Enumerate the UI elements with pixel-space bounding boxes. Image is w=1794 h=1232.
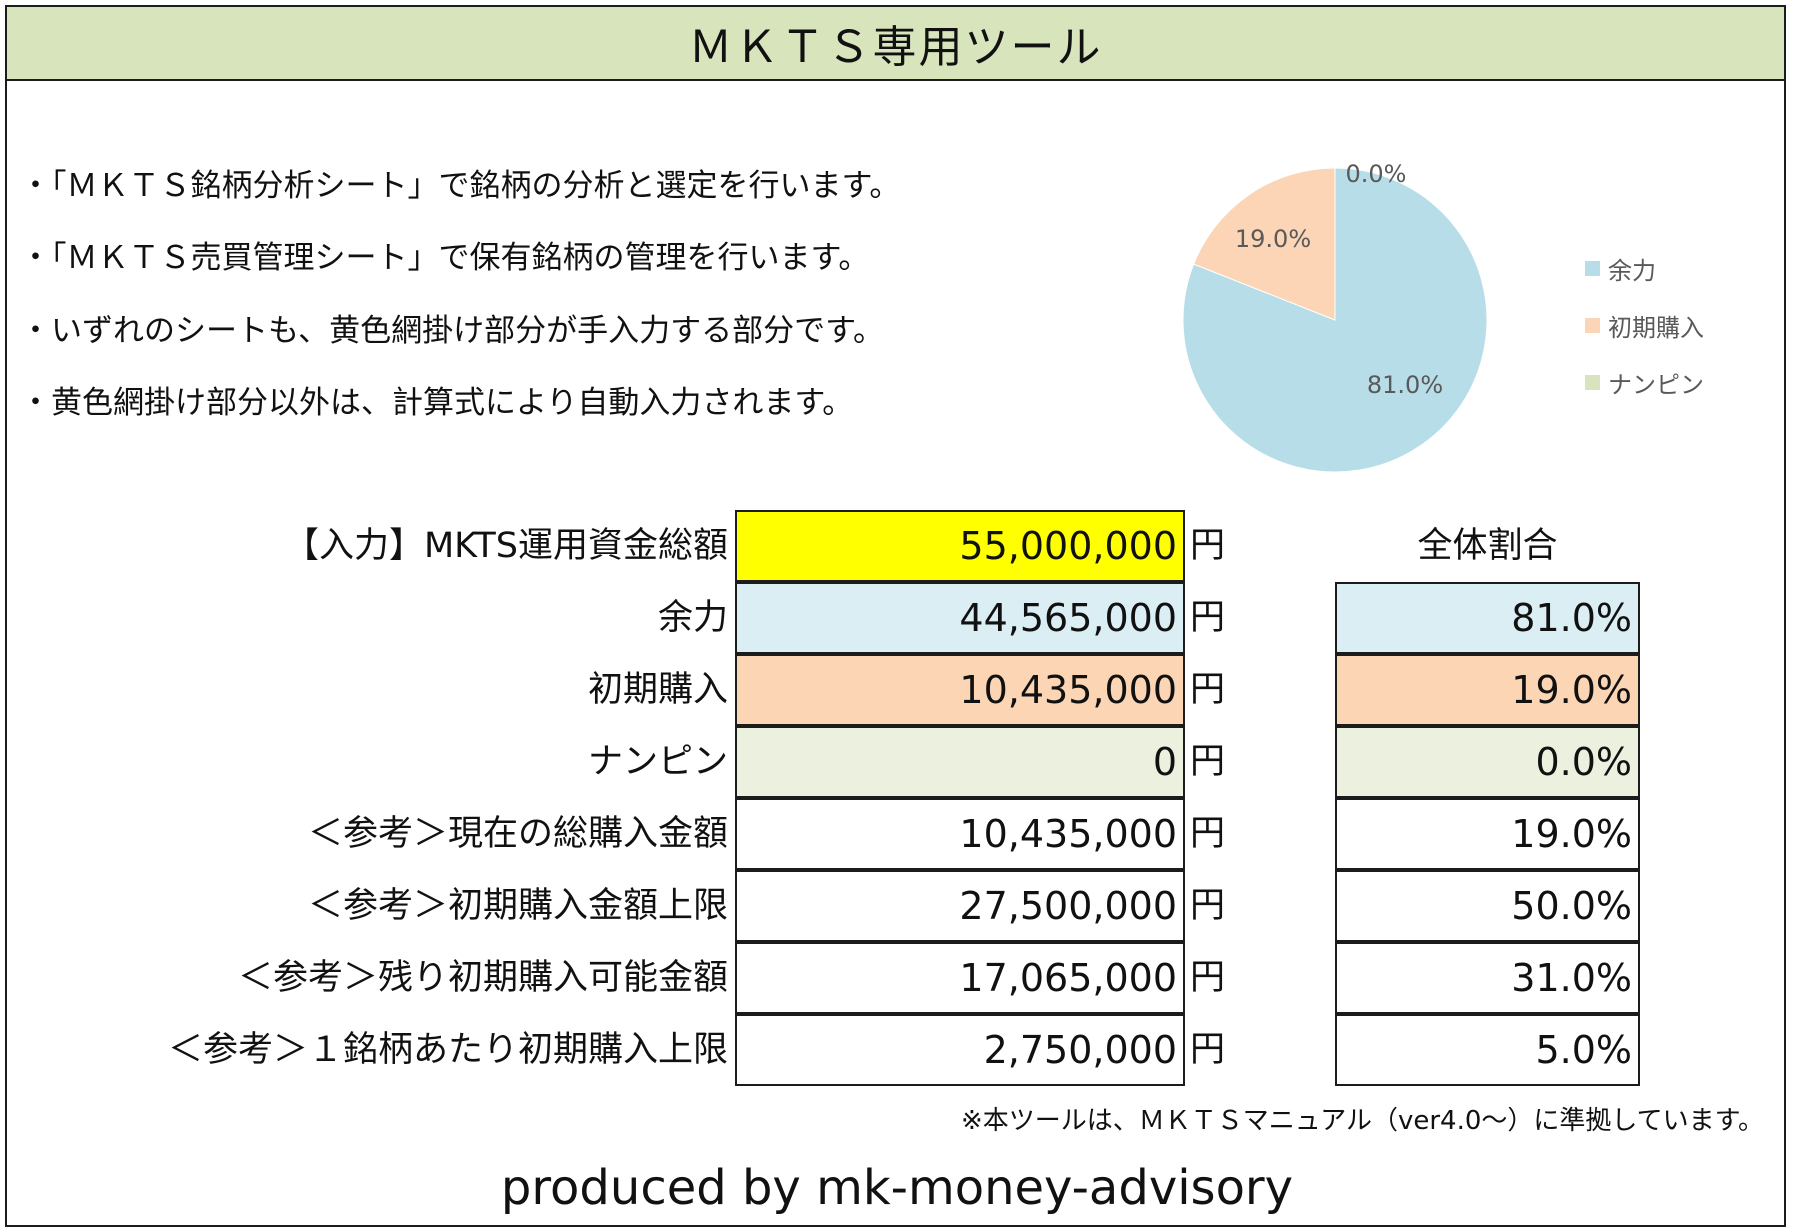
yoryoku-pct-cell[interactable]: 81.0% bbox=[1335, 582, 1640, 654]
legend-label: 余力 bbox=[1608, 257, 1656, 285]
yen-unit: 円 bbox=[1190, 958, 1226, 998]
remaining-amount-cell[interactable]: 17,065,000 bbox=[735, 942, 1185, 1014]
row-label-yoryoku: 余力 bbox=[657, 598, 728, 638]
chart-legend: 余力 初期購入 ナンピン bbox=[1585, 240, 1704, 411]
yen-unit: 円 bbox=[1190, 670, 1226, 710]
yen-unit: 円 bbox=[1190, 598, 1226, 638]
row-label-current-total: ＜参考＞現在の総購入金額 bbox=[307, 814, 728, 854]
legend-swatch bbox=[1585, 318, 1600, 333]
legend-item-shoki: 初期購入 bbox=[1585, 297, 1704, 354]
yoryoku-amount-cell[interactable]: 44,565,000 bbox=[735, 582, 1185, 654]
producer-credit: produced by mk-money-advisory bbox=[500, 1160, 1294, 1216]
legend-item-yoryoku: 余力 bbox=[1585, 240, 1704, 297]
row-label-nanpin: ナンピン bbox=[587, 742, 728, 782]
legend-swatch bbox=[1585, 375, 1600, 390]
row-label-shoki-limit: ＜参考＞初期購入金額上限 bbox=[307, 886, 728, 926]
per-stock-limit-amount-cell[interactable]: 2,750,000 bbox=[735, 1014, 1185, 1086]
shoki-limit-pct-cell[interactable]: 50.0% bbox=[1335, 870, 1640, 942]
pie-data-label-0: 81.0% bbox=[1367, 371, 1443, 399]
page-title: ＭＫＴＳ専用ツール bbox=[7, 7, 1784, 81]
shoki-pct-cell[interactable]: 19.0% bbox=[1335, 654, 1640, 726]
row-label-remaining: ＜参考＞残り初期購入可能金額 bbox=[237, 958, 728, 998]
shoki-limit-amount-cell[interactable]: 27,500,000 bbox=[735, 870, 1185, 942]
row-label-shoki: 初期購入 bbox=[587, 670, 728, 710]
legend-label: 初期購入 bbox=[1608, 314, 1704, 342]
nanpin-pct-cell[interactable]: 0.0% bbox=[1335, 726, 1640, 798]
instruction-note-1: ・「ＭＫＴＳ銘柄分析シート」で銘柄の分析と選定を行います。 bbox=[20, 168, 901, 204]
legend-item-nanpin: ナンピン bbox=[1585, 354, 1704, 411]
instruction-note-2: ・「ＭＫＴＳ売買管理シート」で保有銘柄の管理を行います。 bbox=[20, 240, 870, 276]
nanpin-amount-cell[interactable]: 0 bbox=[735, 726, 1185, 798]
per-stock-limit-pct-cell[interactable]: 5.0% bbox=[1335, 1014, 1640, 1086]
allocation-pie-chart: 81.0% 19.0% 0.0% bbox=[1175, 160, 1495, 480]
current-total-amount-cell[interactable]: 10,435,000 bbox=[735, 798, 1185, 870]
instruction-note-4: ・黄色網掛け部分以外は、計算式により自動入力されます。 bbox=[20, 385, 854, 421]
pct-column-header: 全体割合 bbox=[1417, 526, 1558, 566]
yen-unit: 円 bbox=[1190, 814, 1226, 854]
row-label-total-capital: 【入力】MKTS運用資金総額 bbox=[283, 526, 728, 566]
shoki-amount-cell[interactable]: 10,435,000 bbox=[735, 654, 1185, 726]
legend-swatch bbox=[1585, 261, 1600, 276]
legend-label: ナンピン bbox=[1608, 371, 1704, 399]
remaining-pct-cell[interactable]: 31.0% bbox=[1335, 942, 1640, 1014]
total-capital-input[interactable]: 55,000,000 bbox=[735, 510, 1185, 582]
yen-unit: 円 bbox=[1190, 526, 1226, 566]
yen-unit: 円 bbox=[1190, 742, 1226, 782]
yen-unit: 円 bbox=[1190, 1030, 1226, 1070]
row-label-per-stock-limit: ＜参考＞１銘柄あたり初期購入上限 bbox=[167, 1030, 728, 1070]
pie-data-label-1: 19.0% bbox=[1235, 225, 1311, 253]
pie-slice-1 bbox=[1193, 167, 1336, 321]
current-total-pct-cell[interactable]: 19.0% bbox=[1335, 798, 1640, 870]
compliance-note: ※本ツールは、ＭＫＴＳマニュアル（ver4.0〜）に準拠しています。 bbox=[960, 1106, 1764, 1136]
sheet-frame: ＭＫＴＳ専用ツール bbox=[5, 5, 1786, 1227]
pie-svg: 81.0% 19.0% 0.0% bbox=[1182, 160, 1488, 473]
pie-data-label-2: 0.0% bbox=[1346, 160, 1407, 188]
yen-unit: 円 bbox=[1190, 886, 1226, 926]
instruction-note-3: ・いずれのシートも、黄色網掛け部分が手入力する部分です。 bbox=[20, 313, 884, 349]
